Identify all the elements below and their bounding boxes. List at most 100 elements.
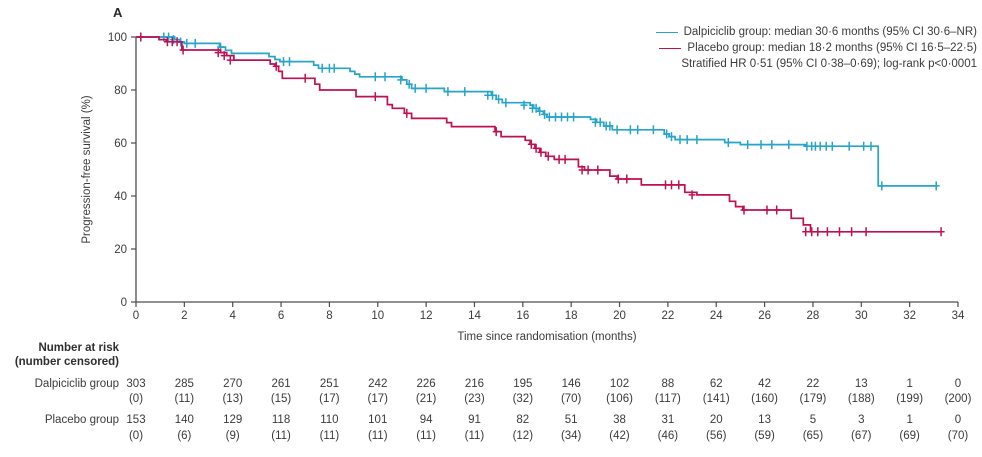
risk-cell: 242 <box>368 378 388 390</box>
y-tick-label: 60 <box>114 138 127 150</box>
censored-cell: (141) <box>702 393 730 405</box>
risk-cell: 129 <box>223 414 243 426</box>
censored-cell: (67) <box>851 430 872 442</box>
risk-cell: 216 <box>464 378 485 390</box>
x-tick-label: 14 <box>468 310 481 322</box>
censored-cell: (17) <box>319 393 340 405</box>
censored-cell: (11) <box>367 430 388 442</box>
placebo-group-censor-marks <box>137 32 945 237</box>
censored-cell: (200) <box>944 393 972 405</box>
risk-cell: 42 <box>758 378 771 390</box>
x-tick-label: 28 <box>807 310 820 322</box>
risk-cell: 153 <box>126 414 146 426</box>
risk-row-label-dalpiciclib-group: Dalpiciclib group <box>34 378 119 390</box>
placebo-group-curve-group <box>136 32 945 237</box>
censored-cell: (65) <box>802 430 824 442</box>
censored-cell: (179) <box>799 393 827 405</box>
censored-cell: (0) <box>128 393 144 405</box>
legend-label-dalpiciclib: Dalpiciclib group: median 30·6 months (9… <box>683 26 977 38</box>
censored-cell: (13) <box>222 393 243 405</box>
y-tick-label: 0 <box>121 297 127 309</box>
risk-table-header-line2: (number censored) <box>14 356 119 368</box>
censored-cell: (11) <box>174 393 195 405</box>
dalpiciclib-group-curve-group <box>136 32 940 191</box>
x-tick-label: 32 <box>903 310 916 322</box>
risk-cell: 38 <box>613 414 626 426</box>
y-tick-label: 80 <box>114 85 127 97</box>
risk-cell: 0 <box>954 378 962 390</box>
y-axis-title: Progression-free survival (%) <box>81 95 93 243</box>
risk-cell: 13 <box>854 378 868 390</box>
censored-cell: (32) <box>512 393 534 405</box>
risk-cell: 31 <box>661 414 675 426</box>
x-tick-label: 24 <box>710 310 723 322</box>
legend-item-placebo: Placebo group: median 18·2 months (95% C… <box>659 41 977 56</box>
censored-cell: (11) <box>416 430 436 442</box>
risk-cell: 1 <box>906 378 913 390</box>
x-tick-label: 34 <box>952 310 965 322</box>
x-tick-label: 20 <box>613 310 626 322</box>
censored-cell: (12) <box>512 430 534 442</box>
risk-cell: 195 <box>513 378 533 390</box>
censored-cell: (0) <box>128 430 144 442</box>
x-tick-label: 16 <box>516 310 529 322</box>
censored-cell: (106) <box>606 393 633 405</box>
censored-cell: (70) <box>947 430 969 442</box>
risk-cell: 101 <box>368 414 388 426</box>
x-axis-title: Time since randomisation (months) <box>457 331 636 343</box>
censored-cell: (117) <box>654 393 681 405</box>
risk-cell: 140 <box>174 414 194 426</box>
risk-cell: 94 <box>419 414 433 426</box>
risk-cell: 5 <box>809 414 817 426</box>
risk-cell: 303 <box>126 378 146 390</box>
censored-cell: (15) <box>270 393 292 405</box>
legend-line-placebo-icon <box>659 48 682 49</box>
legend-item-dalpiciclib: Dalpiciclib group: median 30·6 months (9… <box>655 25 977 40</box>
y-tick-label: 40 <box>114 191 127 203</box>
y-tick-label: 100 <box>108 32 127 44</box>
censored-cell: (11) <box>271 430 291 442</box>
risk-cell: 82 <box>516 414 530 426</box>
censored-cell: (46) <box>657 430 679 442</box>
censored-cell: (11) <box>464 430 485 442</box>
censored-cell: (69) <box>899 430 920 442</box>
x-tick-label: 30 <box>855 310 868 322</box>
censored-cell: (59) <box>754 430 775 442</box>
censored-cell: (11) <box>319 430 340 442</box>
censored-cell: (23) <box>464 393 485 405</box>
x-tick-label: 10 <box>371 310 384 322</box>
risk-table-header-line1: Number at risk <box>38 342 119 354</box>
x-tick-label: 12 <box>420 310 433 322</box>
risk-cell: 146 <box>561 378 581 390</box>
risk-cell: 51 <box>564 414 578 426</box>
risk-cell: 102 <box>609 378 630 390</box>
legend-label-placebo: Placebo group: median 18·2 months (95% C… <box>687 42 977 54</box>
risk-cell: 261 <box>271 378 291 390</box>
censored-cell: (70) <box>560 393 582 405</box>
risk-cell: 62 <box>709 378 723 390</box>
censored-cell: (17) <box>367 393 388 405</box>
censored-cell: (9) <box>225 430 240 442</box>
legend-annotation: Stratified HR 0·51 (95% CI 0·38–0·69); l… <box>681 58 977 70</box>
risk-cell: 110 <box>320 414 339 426</box>
risk-cell: 88 <box>661 378 675 390</box>
x-tick-label: 18 <box>565 310 578 322</box>
censored-cell: (34) <box>560 430 582 442</box>
censored-cell: (160) <box>751 393 778 405</box>
risk-cell: 3 <box>858 414 865 426</box>
censored-cell: (199) <box>896 393 924 405</box>
risk-cell: 91 <box>468 414 481 426</box>
km-plot: 0 2 4 6 8 10 12 14 16 18 20 22 24 26 28 30 32 34020406080… <box>81 32 965 343</box>
risk-cell: 22 <box>806 378 820 390</box>
x-tick-label: 8 <box>326 310 332 322</box>
risk-cell: 226 <box>416 378 436 390</box>
risk-cell: 0 <box>954 414 962 426</box>
panel-label: A <box>113 5 123 20</box>
censored-cell: (188) <box>847 393 875 405</box>
legend: Dalpiciclib group: median 30·6 months (9… <box>655 25 977 72</box>
censored-cell: (6) <box>177 430 192 442</box>
x-tick-label: 0 <box>133 310 139 322</box>
x-tick-label: 26 <box>758 310 771 322</box>
risk-cell: 270 <box>223 378 243 390</box>
